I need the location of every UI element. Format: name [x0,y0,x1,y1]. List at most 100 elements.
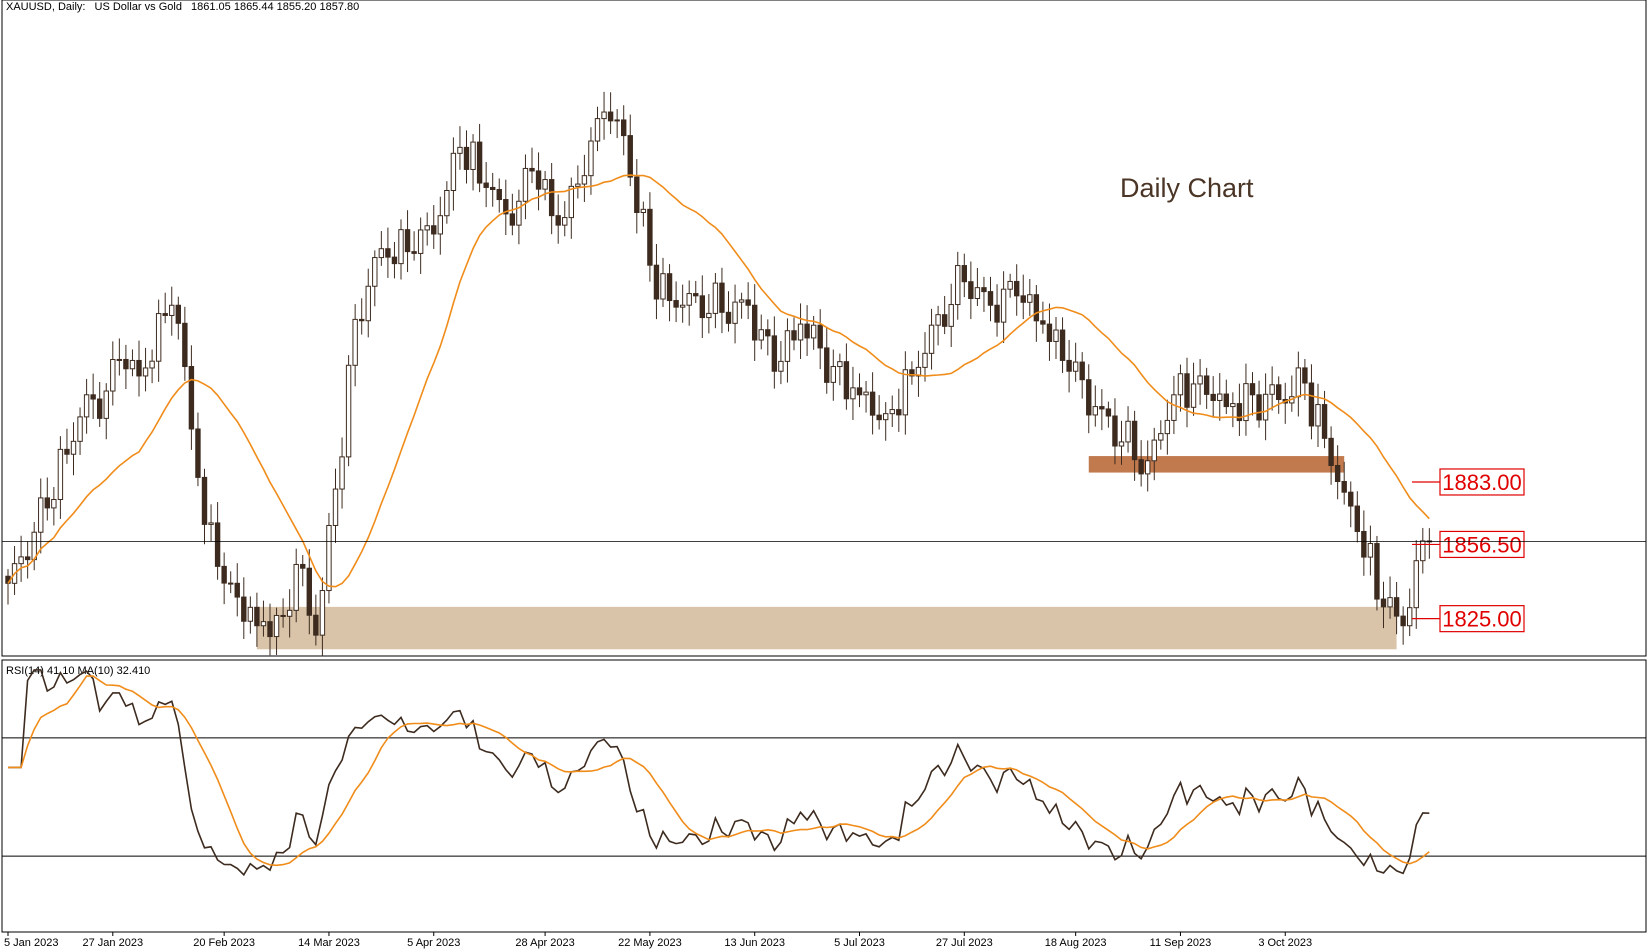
candle [24,541,31,579]
candle [791,317,797,351]
candle [725,291,732,332]
candle [155,299,162,382]
price-zones [256,456,1397,650]
level-label: 1883.00 [1442,470,1522,495]
candle [352,304,358,387]
candle [555,194,561,244]
candle [1354,491,1360,543]
candle [1223,379,1229,415]
candle [948,283,954,347]
candle [856,373,863,408]
candle [1072,342,1079,382]
candle [738,292,745,319]
candle [273,607,280,655]
level-callout: 1883.00 [1412,468,1525,496]
moving-average-line [7,174,1430,588]
candle [398,219,404,280]
x-tick-label: 5 Jan 2023 [4,937,58,949]
candle [313,594,319,646]
candle [614,109,620,139]
x-tick-label: 11 Sep 2023 [1150,937,1212,949]
candle [1407,588,1413,637]
symbol-label: XAUUSD, Daily: [6,1,85,13]
candle [1321,390,1328,449]
candle [1249,372,1256,416]
x-tick-label: 22 May 2023 [618,937,682,949]
candle [1046,303,1053,361]
candle [267,603,273,656]
candle [490,172,496,207]
candle [201,468,208,545]
x-tick-label: 14 Mar 2023 [298,937,360,949]
candle [182,306,188,381]
candle [260,600,267,637]
candle [706,294,712,334]
candle [417,217,424,274]
candle [817,309,823,370]
candle [234,563,240,617]
candle [221,552,227,605]
candle [1256,380,1262,428]
x-tick-label: 5 Apr 2023 [407,937,460,949]
candle [1328,426,1334,485]
candle [326,512,332,604]
candle [686,280,692,326]
candle [1269,366,1275,411]
candle [1380,581,1387,629]
x-tick-label: 18 Aug 2023 [1045,937,1107,949]
candle [1302,358,1308,401]
candle [981,276,987,312]
candle [529,147,535,184]
candle [699,275,705,338]
price-panel-frame [1,0,1647,657]
candle [483,162,489,208]
candle [824,326,830,394]
candle [44,477,50,521]
candle [1053,317,1059,360]
candle [712,273,719,329]
candle [1138,440,1144,487]
candle [90,373,96,419]
instrument-description: US Dollar vs Gold [95,1,182,13]
candle [784,318,791,383]
candle [1367,525,1374,576]
x-tick-label: 27 Jul 2023 [936,937,993,949]
rsi-ma-line [8,675,1430,867]
candle [1184,357,1190,428]
candle [1190,362,1197,416]
candle [1426,528,1433,559]
candle [1295,351,1302,417]
candle [968,261,974,320]
candle [1020,274,1026,320]
ohlc-values: 1861.05 1865.44 1855.20 1857.80 [191,1,359,13]
candle [1177,364,1184,412]
candle [1079,352,1085,399]
candle [778,341,784,385]
candle [450,137,457,211]
candle [195,412,201,487]
candle [142,347,149,392]
x-tick-label: 27 Jan 2023 [83,937,144,949]
candle [647,192,653,282]
candle [837,353,843,386]
candle [955,251,961,320]
candle [31,522,37,571]
candle [1276,376,1282,414]
candle [1059,317,1066,374]
candle [987,276,994,322]
candle [634,159,640,234]
candle [653,244,660,320]
candle [1361,510,1367,576]
candle [752,284,758,362]
candle [535,152,542,211]
candle [64,428,70,464]
x-tick-label: 5 Jul 2023 [834,937,885,949]
candle [70,422,77,476]
candle [1151,427,1157,481]
level-callout: 1856.50 [1412,530,1525,559]
candle [1210,376,1216,417]
candle [208,504,214,542]
candle [51,487,57,526]
candle [359,298,365,335]
